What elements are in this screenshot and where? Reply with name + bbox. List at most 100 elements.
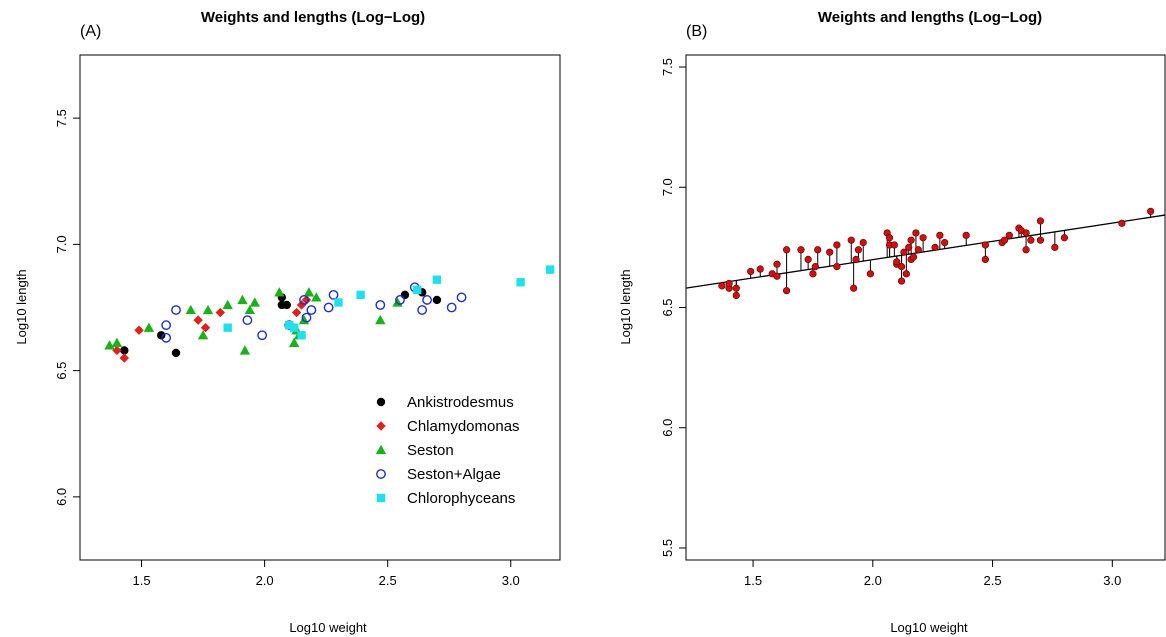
x-tick-label: 1.5 xyxy=(132,573,150,588)
data-point xyxy=(432,275,442,284)
data-point xyxy=(242,315,253,326)
legend-swatch xyxy=(376,397,386,407)
data-point xyxy=(1060,234,1069,242)
data-point xyxy=(900,248,908,256)
y-tick-label: 6.0 xyxy=(660,419,675,437)
data-point xyxy=(893,258,901,266)
data-point xyxy=(257,330,268,341)
data-point xyxy=(850,284,858,292)
panel-b-title: Weights and lengths (Log−Log) xyxy=(818,9,1042,26)
panel-b-label: (B) xyxy=(686,23,707,40)
data-point xyxy=(914,246,922,254)
panel-b-fit xyxy=(685,211,1166,296)
data-point xyxy=(804,255,812,264)
data-point xyxy=(306,305,317,315)
data-point xyxy=(274,287,285,297)
y-tick-label: 7.0 xyxy=(54,235,69,253)
data-point xyxy=(826,248,834,256)
data-point xyxy=(897,277,906,285)
data-point xyxy=(161,332,172,343)
data-point xyxy=(936,231,944,239)
data-point xyxy=(811,263,819,271)
data-point xyxy=(222,299,233,310)
data-point xyxy=(223,323,232,332)
data-point xyxy=(718,282,726,290)
data-point xyxy=(747,267,755,276)
y-tick-label: 6.5 xyxy=(660,298,675,316)
y-tick-label: 7.5 xyxy=(54,109,69,127)
data-point xyxy=(400,290,410,300)
y-tick-label: 5.5 xyxy=(660,539,675,557)
data-point xyxy=(301,312,312,323)
y-tick-label: 7.0 xyxy=(660,178,675,196)
data-point xyxy=(289,323,299,332)
panel-b-y-axis: 5.5 6.0 6.5 7.0 7.5 xyxy=(660,58,686,557)
data-point xyxy=(171,305,181,315)
data-point xyxy=(157,331,166,340)
panel-a-x-axis: 1.5 2.0 2.5 3.0 xyxy=(132,560,520,588)
data-point xyxy=(285,320,294,330)
data-point xyxy=(239,345,251,355)
x-tick-label: 2.0 xyxy=(864,573,882,588)
data-point xyxy=(902,270,910,278)
data-point xyxy=(545,265,555,274)
data-point xyxy=(962,231,970,239)
data-point xyxy=(375,300,386,310)
data-point xyxy=(1005,231,1013,239)
legend-swatch xyxy=(376,469,386,479)
data-point xyxy=(1147,207,1155,215)
legend-swatch xyxy=(376,421,386,431)
data-point xyxy=(111,337,123,348)
data-point xyxy=(732,291,740,300)
data-point xyxy=(446,302,457,313)
y-tick-label: 6.0 xyxy=(54,488,69,506)
panel-b: (B) Weights and lengths (Log−Log) 1.5 2.0… xyxy=(618,9,1166,635)
data-point xyxy=(890,241,898,249)
data-point xyxy=(215,307,226,318)
data-point xyxy=(1027,236,1035,244)
data-point xyxy=(1000,236,1009,244)
panel-a-points xyxy=(104,265,555,363)
data-point xyxy=(244,304,256,315)
data-point xyxy=(104,340,115,350)
data-point xyxy=(297,331,306,340)
data-point xyxy=(193,315,203,325)
data-point xyxy=(134,325,144,335)
data-point xyxy=(732,284,740,292)
data-point xyxy=(328,289,339,300)
data-point xyxy=(197,330,209,340)
data-point xyxy=(756,265,764,273)
data-point xyxy=(200,323,211,333)
data-point xyxy=(773,272,781,280)
panel-a-plot-frame xyxy=(79,54,561,561)
data-point xyxy=(516,278,525,287)
legend-swatch xyxy=(376,493,386,503)
data-point xyxy=(909,253,918,261)
data-point xyxy=(859,238,867,247)
legend-label: Seston+Algae xyxy=(407,466,501,483)
data-point xyxy=(120,346,129,355)
data-point xyxy=(1118,219,1126,227)
data-point xyxy=(299,295,309,305)
data-point xyxy=(981,255,989,264)
legend-label: Ankistrodesmus xyxy=(407,394,514,411)
x-tick-label: 3.0 xyxy=(502,573,520,588)
data-point xyxy=(941,238,949,247)
panel-b-x-label: Log10 weight xyxy=(890,620,968,635)
data-point xyxy=(334,298,343,307)
panel-b-plot-frame xyxy=(685,54,1166,561)
data-point xyxy=(237,294,248,305)
data-point xyxy=(782,246,791,254)
data-point xyxy=(202,304,214,315)
data-point xyxy=(912,229,920,237)
regression-line xyxy=(685,214,1166,289)
data-point xyxy=(291,307,302,318)
data-point xyxy=(797,246,805,254)
data-point xyxy=(249,297,260,307)
data-point xyxy=(897,263,906,271)
y-tick-label: 7.5 xyxy=(660,58,675,76)
data-point xyxy=(161,320,172,331)
data-point xyxy=(833,241,841,249)
panel-a: (A) Weights and lengths (Log−Log) 1.5 2.0… xyxy=(14,9,561,635)
